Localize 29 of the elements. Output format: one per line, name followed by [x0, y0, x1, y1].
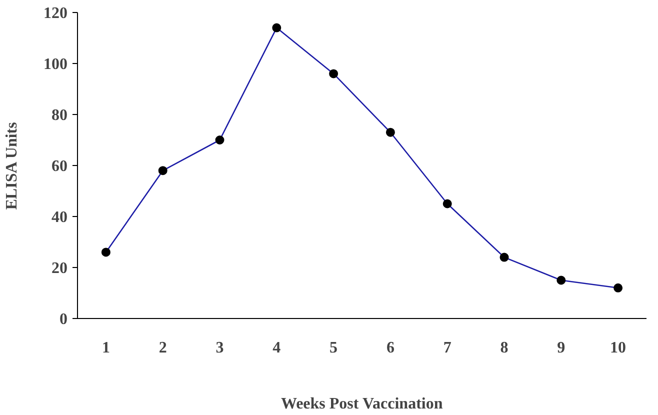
x-tick-label: 8: [500, 340, 508, 356]
point: [442, 199, 452, 208]
x-tick-label: 5: [330, 340, 338, 356]
y-tick-label: 100: [44, 56, 68, 73]
point: [500, 252, 509, 262]
y-axis-title: ELISA Units: [4, 122, 20, 210]
y-tick-label: 120: [44, 5, 68, 22]
x-tick-label: 2: [158, 340, 167, 356]
x-tick-label: 1: [102, 340, 110, 356]
y-tick-label: 20: [52, 260, 68, 277]
x-tick-label: 10: [610, 340, 626, 356]
point: [101, 248, 110, 257]
y-tick-label: 0: [60, 311, 68, 328]
point: [158, 166, 168, 176]
point: [329, 69, 338, 78]
x-tick-label: 6: [386, 340, 394, 356]
x-tick-label: 9: [557, 340, 566, 356]
x-axis-title: Weeks Post Vaccination: [280, 396, 443, 412]
x-tick-label: 7: [443, 340, 452, 356]
point: [614, 283, 623, 292]
y-tick-label: 80: [52, 107, 68, 124]
y-tick-label: 60: [52, 158, 68, 175]
y-tick-label: 40: [52, 209, 68, 226]
point: [215, 136, 224, 144]
point: [272, 23, 282, 32]
point: [556, 276, 566, 285]
point: [386, 128, 395, 137]
x-tick-label: 3: [216, 340, 224, 356]
x-tick-label: 4: [272, 340, 281, 356]
